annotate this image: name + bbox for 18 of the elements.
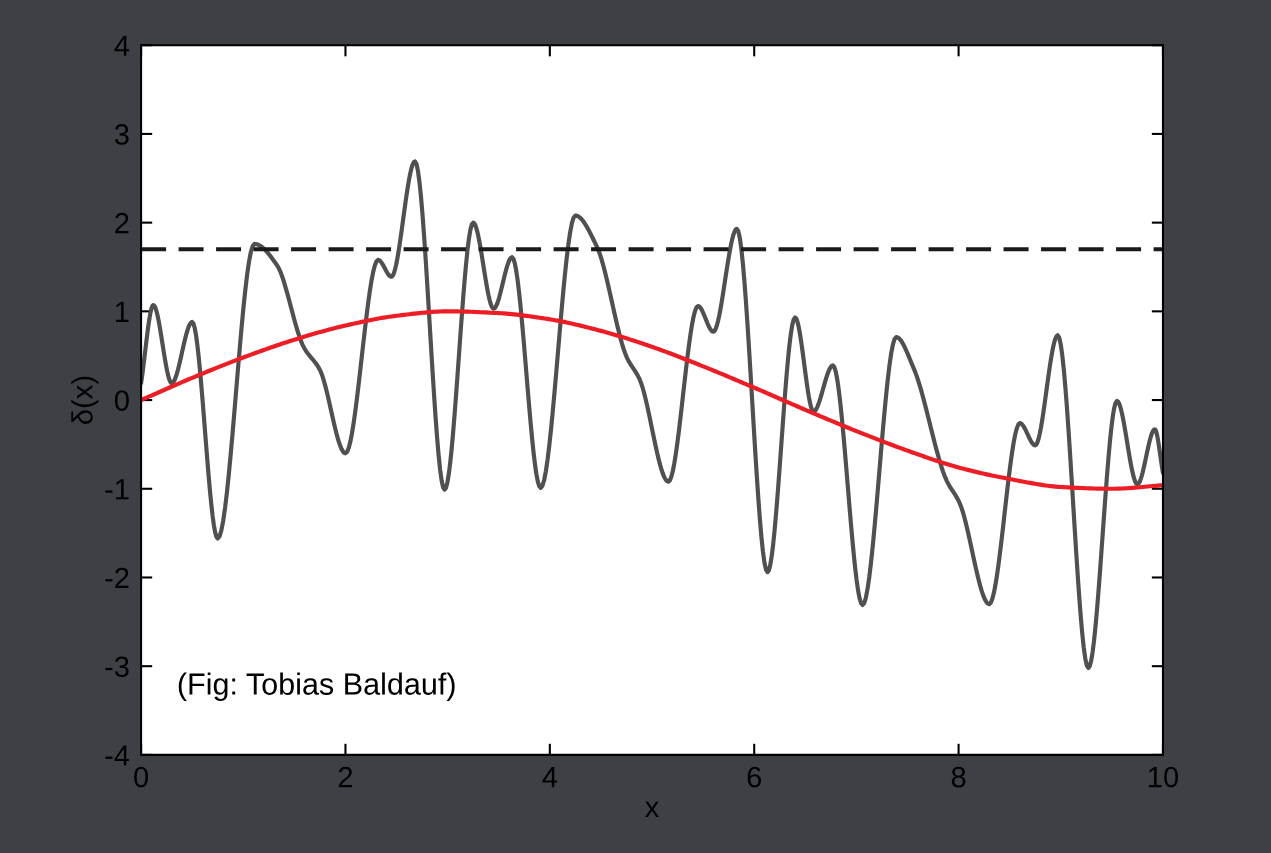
annotation: (Fig: Tobias Baldauf)	[178, 672, 455, 701]
x-tick-label: 10	[1148, 766, 1179, 788]
y-tick-label: -3	[105, 656, 129, 678]
y-tick-label: -2	[105, 567, 129, 589]
x-tick-label: 8	[951, 766, 966, 788]
x-tick-label: 4	[542, 767, 558, 788]
x-tick-label: 2	[338, 766, 353, 788]
y-tick-label: 0	[114, 390, 129, 411]
y-tick-label: 4	[114, 35, 130, 56]
x-axis-title: x	[645, 801, 659, 818]
y-axis-title: δ(x)	[71, 376, 99, 424]
y-tick-label: 3	[114, 124, 129, 145]
x-tick-label: 0	[134, 766, 149, 788]
y-tick-label: -4	[105, 745, 130, 766]
y-tick-label: 1	[115, 301, 129, 322]
y-tick-label: 2	[115, 212, 129, 234]
y-tick-label: -1	[105, 479, 129, 500]
x-tick-label: 6	[747, 766, 762, 788]
